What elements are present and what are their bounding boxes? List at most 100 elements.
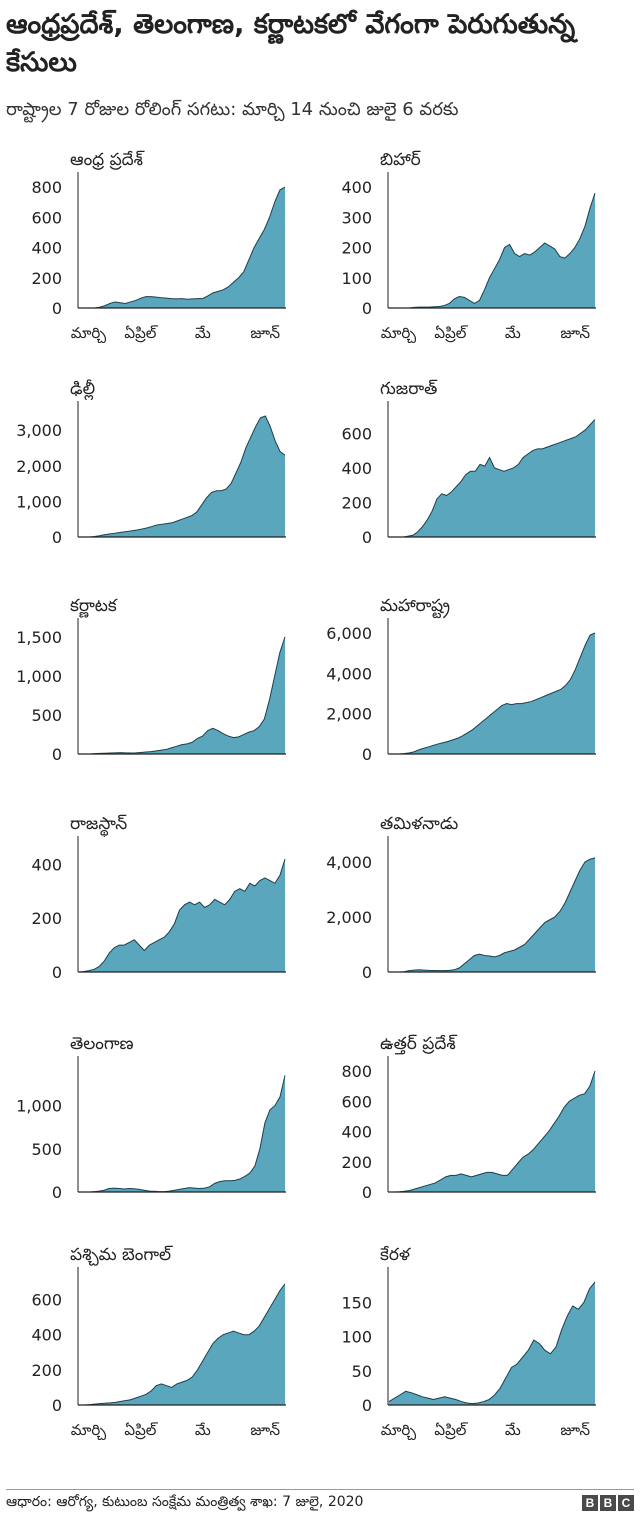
- y-tick-label: 0: [52, 1183, 62, 1202]
- area-series: [389, 193, 595, 308]
- x-tick-label: మే: [195, 324, 211, 342]
- area-series: [389, 857, 595, 972]
- state-chart: 0 500 1,000 1,500: [16, 618, 286, 764]
- chart-title: తెలంగాణ: [70, 1034, 134, 1054]
- x-tick-label: ఏప్రిల్: [434, 1421, 468, 1440]
- y-tick-label: 0: [52, 1396, 62, 1415]
- bbc-logo-letter: B: [600, 1495, 616, 1511]
- chart-title: బిహార్: [380, 150, 421, 170]
- y-tick-label: 0: [362, 528, 372, 547]
- area-series: [79, 1075, 285, 1192]
- y-tick-label: 400: [31, 239, 62, 258]
- y-tick-label: 0: [362, 299, 372, 318]
- y-tick-label: 500: [31, 1140, 62, 1159]
- y-tick-label: 800: [31, 178, 62, 197]
- state-chart: 0 200 400 600 మార్చి ఏప్రిల్ మే జూన్: [31, 1267, 286, 1441]
- state-chart: 0 200 400 600 800: [341, 1056, 596, 1202]
- footer-divider: [6, 1489, 634, 1490]
- x-tick-label: మార్చి: [71, 324, 107, 344]
- y-tick-label: 1,000: [16, 667, 62, 686]
- y-tick-label: 2,000: [326, 908, 372, 927]
- y-tick-label: 50: [352, 1362, 372, 1381]
- infographic-subtitle: రాష్ట్రాల 7 రోజుల రోలింగ్ సగటు: మార్చి 1…: [6, 99, 459, 120]
- y-tick-label: 0: [362, 963, 372, 982]
- y-tick-label: 200: [341, 1153, 372, 1172]
- area-outline: [79, 186, 286, 309]
- area-series: [79, 1283, 285, 1405]
- x-tick-label: మార్చి: [71, 1421, 107, 1441]
- state-chart: 0 2,000 4,000: [326, 836, 596, 982]
- x-tick-label: జూన్: [250, 1421, 280, 1439]
- chart-title: మహారాష్ట్ర: [380, 596, 450, 616]
- state-chart: 0 200 400: [31, 836, 286, 982]
- area-outline: [79, 415, 286, 538]
- y-tick-label: 200: [31, 909, 62, 928]
- y-tick-label: 400: [31, 855, 62, 874]
- y-tick-label: 600: [341, 1092, 372, 1111]
- area-series: [389, 633, 595, 754]
- y-tick-label: 0: [52, 745, 62, 764]
- state-chart: 0 100 200 300 400 మార్చి ఏప్రిల్ మే జూన్: [341, 172, 596, 344]
- state-chart: 0 1,000 2,000 3,000: [16, 401, 286, 547]
- chart-title: ఆంధ్ర ప్రదేశ్: [70, 150, 144, 170]
- area-outline: [388, 1281, 596, 1405]
- y-tick-label: 200: [31, 1361, 62, 1380]
- area-outline: [389, 857, 596, 973]
- x-tick-label: ఏప్రిల్: [124, 324, 158, 343]
- x-tick-label: మే: [195, 1421, 211, 1439]
- y-tick-label: 2,000: [16, 457, 62, 476]
- chart-title: పశ్చిమ బెంగాల్: [70, 1245, 172, 1265]
- x-tick-label: ఏప్రిల్: [124, 1421, 158, 1440]
- area-series: [389, 419, 595, 537]
- x-tick-label: మార్చి: [381, 324, 417, 344]
- y-tick-label: 2,000: [326, 705, 372, 724]
- y-tick-label: 0: [362, 1396, 372, 1415]
- bbc-logo: B B C: [582, 1495, 634, 1511]
- y-tick-label: 4,000: [326, 853, 372, 872]
- y-tick-label: 600: [31, 208, 62, 227]
- x-tick-label: జూన్: [560, 1421, 590, 1439]
- y-tick-label: 600: [341, 424, 372, 443]
- x-tick-label: మే: [505, 324, 521, 342]
- state-chart: 0 50 100 150 మార్చి ఏప్రిల్ మే జూన్: [341, 1267, 596, 1441]
- y-tick-label: 1,000: [16, 1097, 62, 1116]
- y-tick-label: 6,000: [326, 624, 372, 643]
- area-outline: [79, 1075, 286, 1193]
- chart-title: కర్ణాటక: [70, 596, 117, 616]
- y-tick-label: 300: [341, 208, 372, 227]
- area-series: [79, 859, 285, 972]
- area-series: [389, 1282, 595, 1405]
- area-outline: [79, 1283, 286, 1406]
- area-outline: [389, 1070, 596, 1193]
- chart-title: కేరళ: [380, 1245, 410, 1265]
- bbc-logo-letter: B: [582, 1495, 598, 1511]
- y-tick-label: 800: [341, 1062, 372, 1081]
- source-note: ఆధారం: ఆరోగ్య, కుటుంబ సంక్షేమ మంత్రిత్వ …: [6, 1494, 364, 1510]
- area-outline: [389, 419, 596, 538]
- state-chart: 0 200 400 600: [341, 401, 596, 547]
- y-tick-label: 0: [52, 299, 62, 318]
- y-tick-label: 500: [31, 706, 62, 725]
- state-chart: 0 500 1,000: [16, 1056, 286, 1202]
- infographic-title: ఆంధ్రప్రదేశ్, తెలంగాణ, కర్ణాటకలో వేగంగా …: [6, 9, 576, 78]
- chart-title: తమిళనాడు: [380, 814, 459, 834]
- y-tick-label: 200: [31, 269, 62, 288]
- x-tick-label: జూన్: [560, 324, 590, 342]
- y-tick-label: 100: [341, 1328, 372, 1347]
- y-tick-label: 4,000: [326, 664, 372, 683]
- x-tick-label: ఏప్రిల్: [434, 324, 468, 343]
- y-tick-label: 150: [341, 1294, 372, 1313]
- x-tick-label: మార్చి: [381, 1421, 417, 1441]
- y-tick-label: 600: [31, 1291, 62, 1310]
- y-tick-label: 200: [341, 493, 372, 512]
- y-tick-label: 1,500: [16, 628, 62, 647]
- y-tick-label: 3,000: [16, 421, 62, 440]
- y-tick-label: 0: [52, 528, 62, 547]
- state-chart: 0 2,000 4,000 6,000: [326, 618, 596, 764]
- area-series: [79, 187, 285, 308]
- x-tick-label: మే: [505, 1421, 521, 1439]
- area-series: [389, 1071, 595, 1192]
- chart-title: రాజస్థాన్: [70, 814, 128, 834]
